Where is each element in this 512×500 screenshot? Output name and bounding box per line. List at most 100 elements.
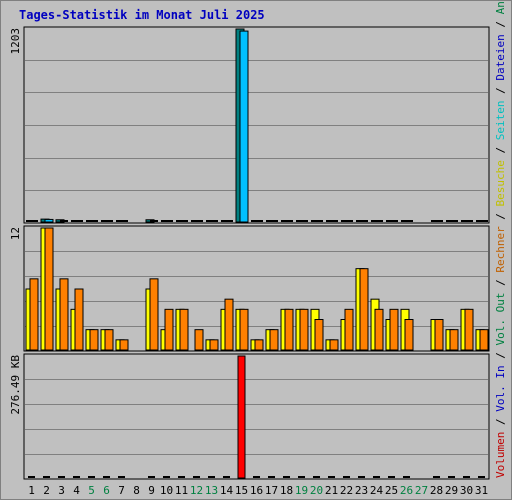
- bar-dateien-day-13: [210, 220, 218, 222]
- bar-dateien-day-3: [60, 220, 68, 222]
- x-tick-day-24: 24: [370, 484, 384, 497]
- x-tick-day-20: 20: [310, 484, 323, 497]
- bar-volumen-day-15: [237, 355, 246, 479]
- bar-rechner-day-16: [254, 339, 264, 351]
- bar-volumen-day-9: [148, 476, 155, 478]
- bar-rechner-day-12: [194, 329, 204, 351]
- bar-rechner-day-18: [284, 308, 294, 351]
- bar-dateien-day-4: [75, 220, 83, 222]
- bar-rechner-day-17: [269, 329, 279, 351]
- x-tick-day-8: 8: [133, 484, 140, 497]
- x-tick-day-31: 31: [475, 484, 488, 497]
- legend-separator: /: [494, 140, 507, 160]
- y-max-label: 276.49 KB: [9, 355, 22, 415]
- bar-rechner-day-26: [404, 319, 414, 351]
- bar-dateien-day-30: [465, 220, 473, 222]
- x-tick-day-15: 15: [235, 484, 248, 497]
- bar-dateien-day-12: [195, 220, 203, 222]
- bar-dateien-day-19: [300, 220, 308, 222]
- bar-volumen-day-2: [43, 476, 50, 478]
- x-tick-day-19: 19: [295, 484, 308, 497]
- bar-dateien-day-1: [30, 220, 38, 222]
- x-tick-day-4: 4: [73, 484, 80, 497]
- bar-dateien-day-11: [180, 220, 188, 222]
- legend-item-volout: Vol. Out: [494, 293, 507, 346]
- legend-separator: /: [494, 273, 507, 293]
- y-max-label: 1203: [9, 28, 22, 55]
- legend-item-rechner: Rechner: [494, 226, 507, 273]
- x-tick-day-10: 10: [160, 484, 173, 497]
- legend-item-dateien: Dateien: [494, 34, 507, 80]
- bar-dateien-day-31: [480, 220, 488, 222]
- x-tick-day-29: 29: [445, 484, 458, 497]
- legend-separator: /: [494, 81, 507, 101]
- bar-volumen-day-7: [118, 476, 125, 478]
- bar-rechner-day-13: [209, 339, 219, 351]
- bar-rechner-day-23: [359, 268, 369, 351]
- bar-dateien-day-28: [435, 220, 443, 222]
- bar-volumen-day-11: [178, 476, 185, 478]
- bar-rechner-day-30: [464, 308, 474, 351]
- bar-rechner-day-25: [389, 308, 399, 351]
- x-tick-day-12: 12: [190, 484, 203, 497]
- bar-dateien-day-29: [450, 220, 458, 222]
- x-tick-day-27: 27: [415, 484, 428, 497]
- bar-volumen-day-13: [208, 476, 215, 478]
- bar-volumen-day-6: [103, 476, 110, 478]
- legend-item-seiten: Seiten: [494, 100, 507, 140]
- bar-rechner-day-4: [74, 288, 84, 351]
- x-tick-day-13: 13: [205, 484, 218, 497]
- bar-dateien-day-15: [239, 30, 249, 223]
- x-tick-day-21: 21: [325, 484, 338, 497]
- x-tick-day-22: 22: [340, 484, 353, 497]
- legend-item-anfragen: Anfragen: [494, 0, 507, 14]
- bar-dateien-day-10: [165, 220, 173, 222]
- legend-separator: /: [494, 412, 507, 432]
- bar-dateien-day-18: [285, 220, 293, 222]
- bar-dateien-day-26: [405, 220, 413, 222]
- bar-rechner-day-22: [344, 308, 354, 351]
- bar-rechner-day-2: [44, 227, 54, 351]
- x-tick-day-5: 5: [88, 484, 95, 497]
- x-tick-day-11: 11: [175, 484, 188, 497]
- bar-volumen-day-29: [448, 476, 455, 478]
- bar-dateien-day-9: [150, 220, 158, 222]
- bar-volumen-day-4: [73, 476, 80, 478]
- x-tick-day-18: 18: [280, 484, 293, 497]
- legend-item-volin: Vol. In: [494, 365, 507, 411]
- bar-dateien-day-14: [225, 220, 233, 222]
- bar-dateien-day-2: [44, 218, 54, 223]
- legend-separator: /: [494, 14, 507, 34]
- legend-item-volumen: Volumen: [494, 432, 507, 478]
- bar-dateien-day-20: [315, 220, 323, 222]
- x-tick-day-1: 1: [28, 484, 35, 497]
- panel-hits-files-pages: 1203: [9, 26, 490, 224]
- panel-volume: 276.49 KB: [9, 353, 490, 480]
- bar-dateien-day-24: [375, 220, 383, 222]
- legend: Volumen / Vol. In / Vol. Out / Rechner /…: [494, 0, 507, 478]
- bar-rechner-day-29: [449, 329, 459, 351]
- bar-volumen-day-10: [163, 476, 170, 478]
- bar-rechner-day-5: [89, 329, 99, 351]
- panel-frame: [23, 353, 490, 480]
- bar-rechner-day-14: [224, 298, 234, 351]
- x-tick-day-2: 2: [43, 484, 50, 497]
- bar-volumen-day-1: [28, 476, 35, 478]
- bar-volumen-day-30: [463, 476, 470, 478]
- bar-rechner-day-19: [299, 308, 309, 351]
- bar-rechner-day-11: [179, 308, 189, 351]
- bar-rechner-day-3: [59, 278, 69, 351]
- bar-dateien-day-22: [345, 220, 353, 222]
- panel-visits-sites: 12: [9, 225, 490, 352]
- x-tick-day-26: 26: [400, 484, 413, 497]
- legend-separator: /: [494, 346, 507, 366]
- bar-volumen-day-16: [253, 476, 260, 478]
- bar-rechner-day-9: [149, 278, 159, 351]
- x-tick-day-17: 17: [265, 484, 278, 497]
- bar-dateien-day-16: [255, 220, 263, 222]
- bar-volumen-day-26: [403, 476, 410, 478]
- bar-rechner-day-24: [374, 308, 384, 351]
- bar-volumen-day-3: [58, 476, 65, 478]
- bar-dateien-day-6: [105, 220, 113, 222]
